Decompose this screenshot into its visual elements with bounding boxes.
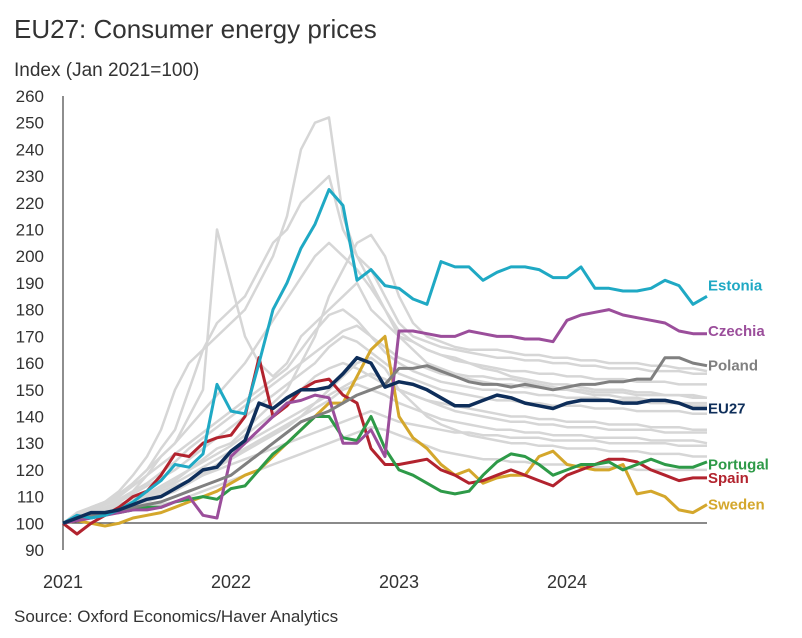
series-label-sweden: Sweden [708,497,765,514]
y-tick-label: 140 [16,408,44,427]
y-tick-label: 130 [16,434,44,453]
series-label-estonia: Estonia [708,278,763,295]
y-tick-label: 180 [16,301,44,320]
series-label-poland: Poland [708,358,758,375]
x-tick-label: 2022 [211,572,251,592]
series-line-czechia [62,308,707,525]
background-series-line [62,324,707,525]
series-line-sweden [62,334,708,528]
x-tick-label: 2021 [43,572,83,592]
background-series-line [62,233,708,525]
x-tick-label: 2024 [547,572,587,592]
background-series-line [62,409,707,525]
y-tick-label: 200 [16,247,44,266]
series-label-czechia: Czechia [708,323,765,340]
y-tick-label: 240 [16,140,44,159]
y-tick-label: 160 [16,354,44,373]
y-tick-label: 250 [16,114,44,133]
y-tick-label: 90 [25,541,44,560]
chart-source: Source: Oxford Economics/Haver Analytics [14,607,339,626]
y-tick-label: 190 [16,274,44,293]
background-series-line [62,241,707,525]
line-chart: 90 100 110 120 130 140 150 160 170 180 190 200 210 22… [16,87,769,592]
chart-title: EU27: Consumer energy prices [14,14,377,44]
highlighted-series-group [62,188,708,536]
background-series-line [62,174,707,525]
y-tick-label: 120 [16,461,44,480]
series-line-estonia [62,188,708,525]
chart-subtitle: Index (Jan 2021=100) [14,60,200,81]
background-series-line [62,372,707,525]
background-series-line [62,335,707,525]
series-label-portugal: Portugal [708,457,769,474]
x-tick-label: 2023 [379,572,419,592]
y-tick-label: 100 [16,514,44,533]
y-tick-labels: 90 100 110 120 130 140 150 160 170 180 190 200 210 22… [16,87,44,560]
y-tick-label: 170 [16,327,44,346]
x-tick-labels: 2021 2022 2023 2024 [43,572,587,592]
y-tick-label: 210 [16,221,44,240]
y-tick-label: 220 [16,194,44,213]
series-label-eu27: EU27 [708,401,746,418]
y-tick-label: 260 [16,87,44,106]
series-label-spain: Spain [708,470,749,487]
y-tick-label: 110 [17,488,44,507]
y-tick-label: 230 [16,167,44,186]
y-tick-label: 150 [16,381,44,400]
series-line-eu27 [62,355,707,525]
